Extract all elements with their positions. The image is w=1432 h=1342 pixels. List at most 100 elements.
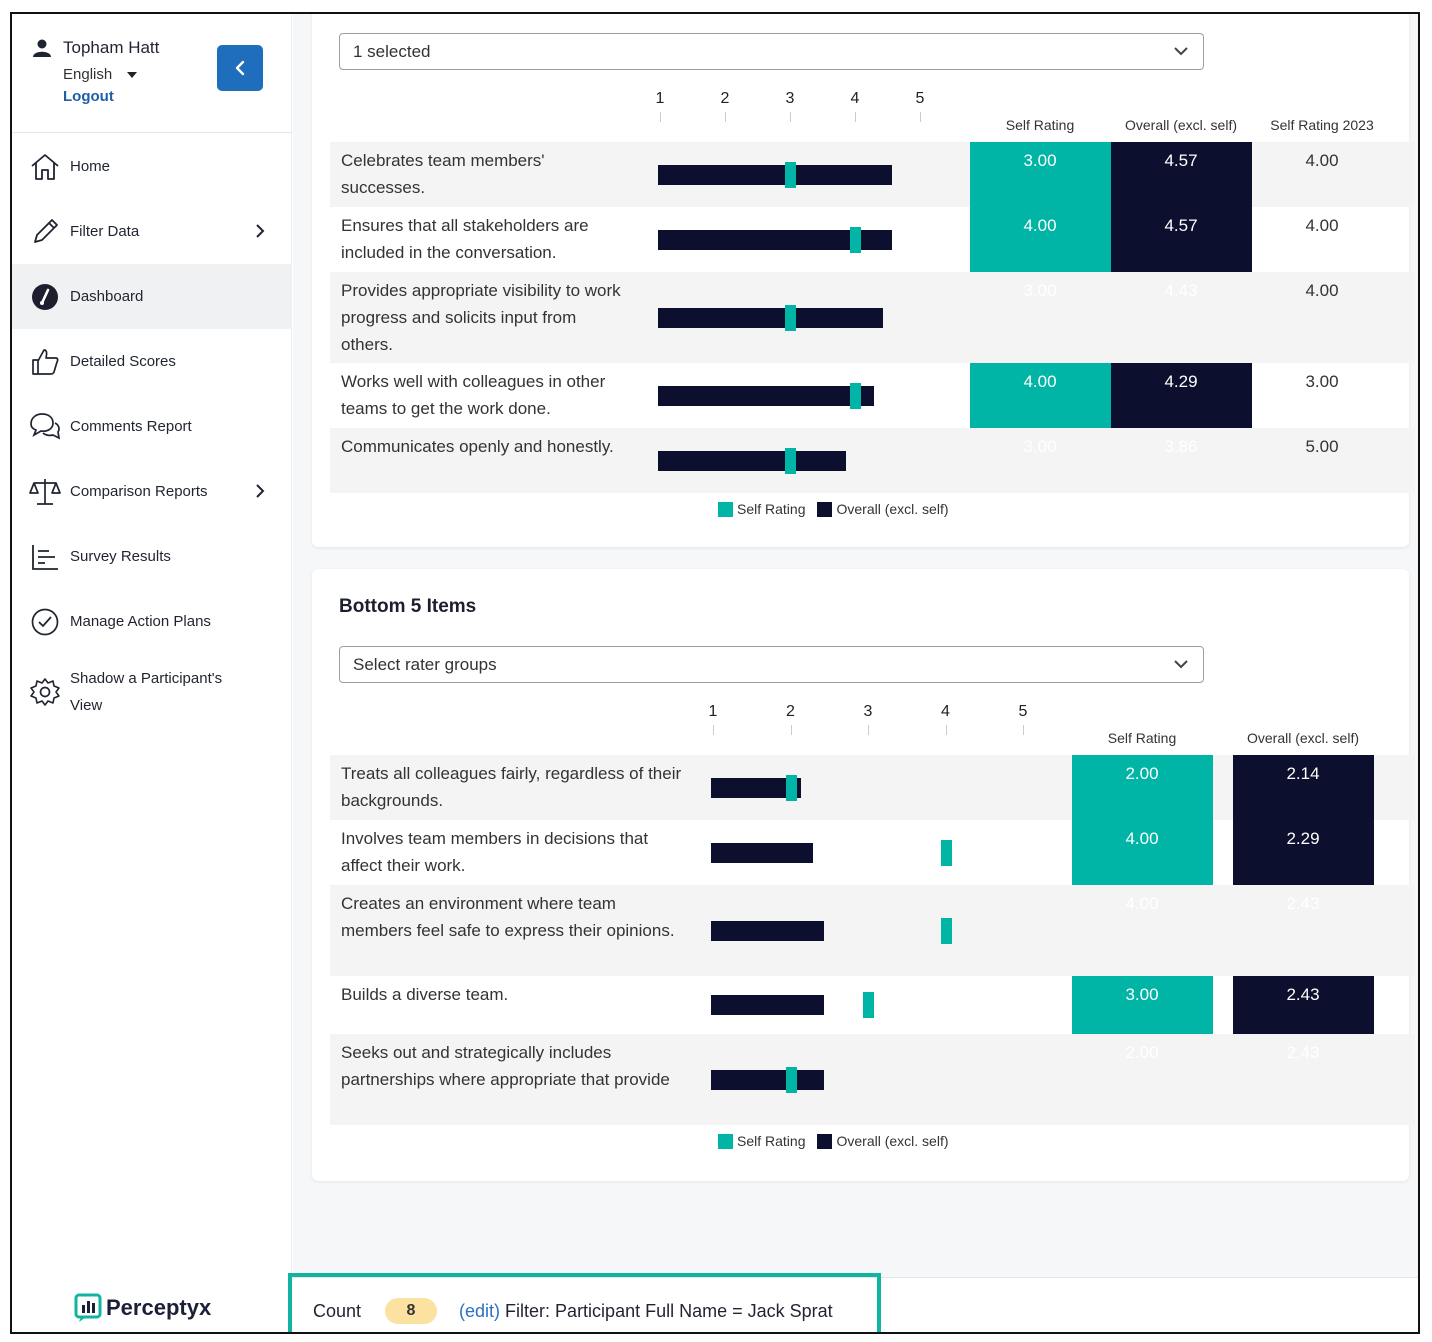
self-rating-marker	[850, 382, 861, 409]
sidebar-item-filter-data[interactable]: Filter Data	[12, 199, 292, 264]
axis-tick-label: 4	[850, 90, 860, 107]
self-value-cell: 3.00	[1023, 437, 1057, 456]
legend-label: Self Rating	[737, 1133, 806, 1149]
column-header: Self Rating 2023	[1270, 117, 1374, 133]
thumbs-up-icon	[28, 345, 62, 379]
table-row: Ensures that all stakeholders are includ…	[330, 207, 1415, 272]
legend-swatch-self	[718, 1133, 733, 1149]
axis-tick-label: 2	[720, 90, 730, 107]
legend-label: Self Rating	[737, 501, 806, 517]
column-header: Self Rating	[1107, 730, 1177, 746]
sidebar-item-label: Home	[70, 158, 111, 175]
bottom-items-section: Bottom 5 Items Select rater groups 1 2 3 4 5…	[312, 14, 1415, 1214]
axis-tick	[790, 112, 791, 122]
self-rating-marker	[785, 447, 796, 474]
overall-bar	[658, 307, 883, 328]
column-header: Overall (excl. self)	[1246, 730, 1360, 746]
self-rating-marker	[785, 161, 796, 188]
bar-chart-icon	[28, 540, 62, 574]
axis-tick-label: 1	[708, 703, 718, 720]
sidebar-item-label: Filter Data	[70, 223, 140, 240]
overall-value-cell: 4.57	[1164, 216, 1198, 235]
sidebar-item-label: Comparison Reports	[70, 483, 208, 500]
overall-bar	[658, 385, 874, 406]
overall-bar	[711, 777, 802, 798]
caret-down-icon[interactable]	[127, 72, 137, 78]
logout-link[interactable]: Logout	[63, 88, 114, 105]
pencil-icon	[28, 215, 62, 249]
axis-tick	[725, 112, 726, 122]
sidebar-item-comments-report[interactable]: Comments Report	[12, 394, 292, 459]
overall-value-cell: 2.43	[1286, 985, 1320, 1004]
chevron-down-icon	[1174, 47, 1188, 56]
prior-value-cell: 4.00	[1305, 216, 1339, 235]
item-text: Treats all colleagues fairly, regardless…	[341, 764, 682, 810]
item-text: Works well with colleagues in other team…	[341, 372, 606, 418]
edit-filter-link[interactable]: (edit)	[459, 1301, 501, 1321]
axis-tick-label: 3	[785, 90, 795, 107]
chevron-right-icon	[256, 224, 265, 238]
legend-label: Overall (excl. self)	[836, 501, 949, 517]
self-rating-marker	[940, 917, 952, 944]
overall-value-cell: 4.57	[1164, 151, 1198, 170]
axis-tick	[660, 112, 661, 122]
filter-label: Filter:	[505, 1301, 551, 1321]
self-rating-marker	[785, 774, 797, 801]
item-text: Provides appropriate visibility to work …	[341, 281, 621, 354]
prior-value-cell: 4.00	[1305, 281, 1339, 300]
sidebar-item-home[interactable]: Home	[12, 134, 292, 199]
axis-tick-label: 5	[1018, 703, 1028, 720]
top-items-section: 1 selected 1 2 3 4 5 Self Rating Overall (excl…	[312, 14, 1415, 554]
sidebar-item-label: Detailed Scores	[70, 353, 176, 370]
overall-bar	[711, 920, 824, 941]
sidebar-item-survey-results[interactable]: Survey Results	[12, 524, 292, 589]
overall-bar	[658, 450, 846, 471]
overall-bar	[658, 164, 893, 185]
dashboard-gauge-icon	[28, 280, 62, 314]
user-icon	[33, 39, 51, 57]
rater-group-select[interactable]: Select rater groups	[339, 646, 1204, 683]
self-rating-marker	[940, 839, 952, 866]
collapse-sidebar-button[interactable]	[217, 45, 263, 91]
perceptyx-logo-icon	[74, 1293, 102, 1322]
sidebar-item-detailed-scores[interactable]: Detailed Scores	[12, 329, 292, 394]
axis-tick	[1023, 725, 1024, 735]
footer-bar	[293, 1277, 1418, 1332]
self-value-cell: 4.00	[1125, 894, 1159, 913]
item-text: Communicates openly and honestly.	[341, 437, 614, 456]
sidebar-item-comparison-reports[interactable]: Comparison Reports	[12, 459, 292, 524]
axis-tick	[855, 112, 856, 122]
table-row: Involves team members in decisions that …	[330, 820, 1415, 885]
rater-group-select[interactable]: 1 selected	[339, 33, 1204, 70]
sidebar-item-dashboard[interactable]: Dashboard	[12, 264, 292, 329]
table-row: Works well with colleagues in other team…	[330, 363, 1415, 428]
self-rating-marker	[785, 1066, 797, 1093]
filter-summary: (edit) Filter: Participant Full Name = J…	[459, 1301, 833, 1322]
overall-bar	[711, 995, 824, 1015]
table-row: Seeks out and strategically includes par…	[330, 1034, 1415, 1125]
legend-swatch-overall	[817, 501, 833, 517]
axis-tick	[945, 725, 947, 735]
sidebar-item-manage-action-plans[interactable]: Manage Action Plans	[12, 589, 292, 654]
table-row: Creates an environment where team member…	[330, 885, 1415, 976]
item-text: Seeks out and strategically includes par…	[341, 1043, 670, 1089]
overall-bar	[711, 1069, 824, 1090]
axis-tick-label: 3	[863, 703, 873, 720]
item-text: Ensures that all stakeholders are includ…	[341, 216, 589, 262]
self-value-cell: 3.00	[1023, 151, 1057, 170]
overall-value-cell: 2.43	[1286, 894, 1320, 913]
sidebar: Topham Hatt English Logout Home Filte	[12, 14, 292, 1332]
check-circle-icon	[28, 605, 62, 639]
scales-icon	[28, 475, 62, 509]
sidebar-item-shadow-participant[interactable]: Shadow a Participant's View	[12, 654, 292, 730]
legend-swatch-self	[718, 501, 733, 517]
count-filter-highlight	[288, 1273, 881, 1332]
overall-bar	[658, 229, 893, 250]
axis-tick-label: 5	[915, 90, 925, 107]
item-text: Involves team members in decisions that …	[341, 829, 649, 875]
language-select[interactable]: English	[63, 66, 113, 83]
home-icon	[28, 150, 62, 184]
chevron-right-icon	[256, 484, 265, 498]
chevron-left-icon	[235, 60, 245, 76]
divider	[12, 132, 292, 133]
